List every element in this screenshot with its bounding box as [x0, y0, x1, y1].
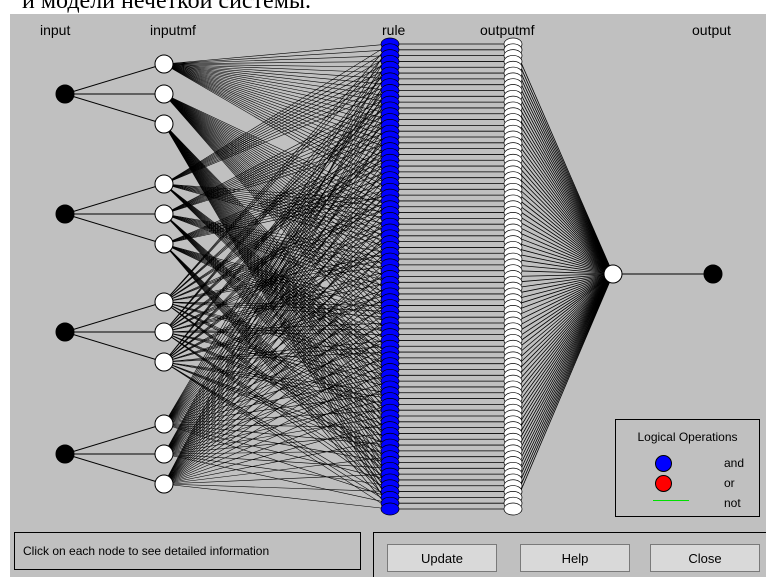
connection-lines	[64, 43, 713, 510]
legend-or-label: or	[724, 476, 735, 490]
column-label-outputmf: outputmf	[480, 22, 535, 38]
column-label-output: output	[692, 22, 731, 38]
legend-or-swatch	[655, 475, 672, 492]
nodes	[55, 37, 723, 516]
legend-and-label: and	[724, 456, 745, 470]
close-button[interactable]: Close	[650, 544, 760, 572]
input-node[interactable]	[55, 444, 75, 464]
legend-and-swatch	[655, 455, 672, 472]
inputmf-node[interactable]	[154, 204, 174, 224]
outputmf-node[interactable]	[503, 502, 523, 516]
inputmf-node[interactable]	[154, 234, 174, 254]
rule-structure-window: input inputmf rule outputmf output Logic…	[10, 14, 766, 577]
inputmf-node[interactable]	[154, 84, 174, 104]
input-node[interactable]	[55, 204, 75, 224]
button-panel: Update Help Close	[373, 532, 766, 577]
inputmf-node[interactable]	[154, 292, 174, 312]
column-label-inputmf: inputmf	[150, 22, 196, 38]
inputmf-node[interactable]	[154, 474, 174, 494]
output-aggregate-node[interactable]	[603, 264, 623, 284]
rule-node[interactable]	[380, 502, 400, 516]
rule-network-diagram[interactable]	[10, 14, 766, 532]
logical-operations-legend: Logical Operations and or not	[615, 419, 760, 517]
inputmf-node[interactable]	[154, 414, 174, 434]
help-button[interactable]: Help	[520, 544, 630, 572]
status-bar: Click on each node to see detailed infor…	[14, 532, 361, 570]
column-label-rule: rule	[382, 22, 406, 38]
input-node[interactable]	[55, 322, 75, 342]
inputmf-node[interactable]	[154, 174, 174, 194]
legend-title: Logical Operations	[637, 430, 738, 444]
output-node[interactable]	[703, 264, 723, 284]
input-node[interactable]	[55, 84, 75, 104]
inputmf-node[interactable]	[154, 114, 174, 134]
legend-not-label: not	[724, 496, 741, 510]
inputmf-node[interactable]	[154, 322, 174, 342]
status-text: Click on each node to see detailed infor…	[23, 544, 270, 558]
legend-not-swatch	[653, 500, 689, 501]
inputmf-node[interactable]	[154, 444, 174, 464]
column-label-input: input	[40, 22, 71, 38]
inputmf-node[interactable]	[154, 54, 174, 74]
update-button[interactable]: Update	[387, 544, 497, 572]
document-caption: и модели нечеткой системы.	[22, 0, 312, 14]
inputmf-node[interactable]	[154, 352, 174, 372]
